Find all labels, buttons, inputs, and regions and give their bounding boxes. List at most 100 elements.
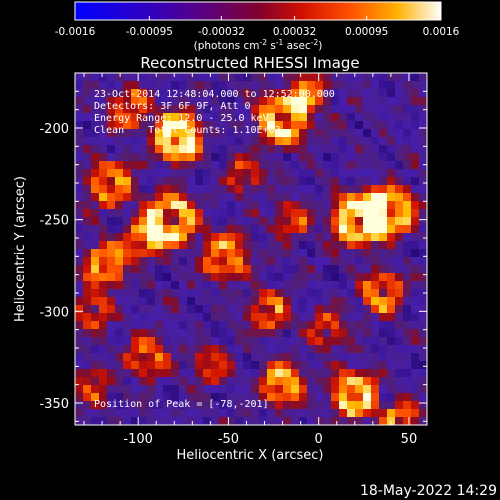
heatmap-cell (107, 89, 116, 98)
heatmap-cell (355, 401, 364, 410)
heatmap-cell (195, 121, 204, 130)
heatmap-cell (123, 297, 132, 306)
heatmap-cell (163, 265, 172, 274)
heatmap-cell (251, 121, 260, 130)
heatmap-cell (315, 273, 324, 282)
heatmap-cell (139, 361, 148, 370)
heatmap-cell (347, 217, 356, 226)
heatmap-cell (171, 329, 180, 338)
heatmap-cell (299, 105, 308, 114)
heatmap-cell (307, 233, 316, 242)
heatmap-cell (155, 297, 164, 306)
heatmap-cell (187, 145, 196, 154)
heatmap-cell (251, 233, 260, 242)
heatmap-cell (115, 353, 124, 362)
heatmap-cell (275, 121, 284, 130)
heatmap-cell (347, 81, 356, 90)
heatmap-cell (315, 329, 324, 338)
heatmap-cell (331, 129, 340, 138)
heatmap-cell (235, 89, 244, 98)
heatmap-cell (203, 105, 212, 114)
heatmap-cell (323, 305, 332, 314)
heatmap-cell (363, 401, 372, 410)
heatmap-cell (291, 185, 300, 194)
heatmap-cell (347, 361, 356, 370)
heatmap-cell (259, 121, 268, 130)
colorbar-tick-label: -0.00095 (126, 26, 173, 38)
heatmap-cell (339, 249, 348, 258)
heatmap-cell (83, 257, 92, 266)
heatmap-cell (323, 361, 332, 370)
heatmap-cell (211, 385, 220, 394)
heatmap-cell (411, 313, 420, 322)
heatmap-cell (363, 129, 372, 138)
heatmap-cell (171, 161, 180, 170)
heatmap-cell (387, 409, 396, 418)
heatmap-cell (347, 345, 356, 354)
heatmap-cell (83, 289, 92, 298)
heatmap-cell (267, 361, 276, 370)
heatmap-cell (163, 129, 172, 138)
heatmap-cell (139, 257, 148, 266)
heatmap-cell (187, 297, 196, 306)
heatmap-cell (139, 201, 148, 210)
heatmap-cell (115, 257, 124, 266)
heatmap-cell (131, 409, 140, 418)
heatmap-cell (139, 305, 148, 314)
heatmap-cell (83, 385, 92, 394)
heatmap-cell (195, 145, 204, 154)
heatmap-cell (363, 409, 372, 418)
heatmap-cell (355, 305, 364, 314)
heatmap-cell (379, 417, 388, 425)
heatmap-cell (347, 169, 356, 178)
heatmap-cell (171, 177, 180, 186)
heatmap-cell (235, 113, 244, 122)
heatmap-cell (91, 121, 100, 130)
heatmap-cell (355, 89, 364, 98)
heatmap-cell (259, 313, 268, 322)
heatmap-cell (307, 209, 316, 218)
heatmap-cell (411, 225, 420, 234)
heatmap-cell (339, 257, 348, 266)
heatmap-cell (187, 289, 196, 298)
heatmap-cell (83, 401, 92, 410)
heatmap-cell (139, 281, 148, 290)
heatmap-cell (267, 113, 276, 122)
heatmap-cell (115, 329, 124, 338)
heatmap-cell (147, 201, 156, 210)
heatmap-cell (347, 265, 356, 274)
heatmap-cell (235, 105, 244, 114)
heatmap-cell (139, 121, 148, 130)
heatmap-cell (219, 217, 228, 226)
heatmap-cell (147, 377, 156, 386)
heatmap-cell (291, 161, 300, 170)
heatmap-cell (99, 337, 108, 346)
heatmap-cell (331, 345, 340, 354)
heatmap-cell (267, 289, 276, 298)
heatmap-cell (419, 337, 427, 346)
heatmap-cell (91, 377, 100, 386)
heatmap-cell (291, 81, 300, 90)
heatmap-cell (347, 225, 356, 234)
heatmap-cell (315, 233, 324, 242)
heatmap-cell (387, 241, 396, 250)
heatmap-cell (227, 353, 236, 362)
heatmap-cell (243, 313, 252, 322)
heatmap-cell (251, 313, 260, 322)
heatmap-cell (123, 289, 132, 298)
heatmap-cell (283, 409, 292, 418)
heatmap-cell (91, 257, 100, 266)
heatmap-cell (403, 225, 412, 234)
heatmap-cell (123, 105, 132, 114)
heatmap-cell (355, 361, 364, 370)
heatmap-cell (291, 305, 300, 314)
heatmap-cell (315, 209, 324, 218)
heatmap-cell (275, 361, 284, 370)
heatmap-cell (115, 137, 124, 146)
heatmap-cell (211, 225, 220, 234)
heatmap-cell (139, 177, 148, 186)
heatmap-cell (275, 409, 284, 418)
heatmap-cell (99, 209, 108, 218)
heatmap-cell (243, 297, 252, 306)
heatmap-cell (235, 161, 244, 170)
